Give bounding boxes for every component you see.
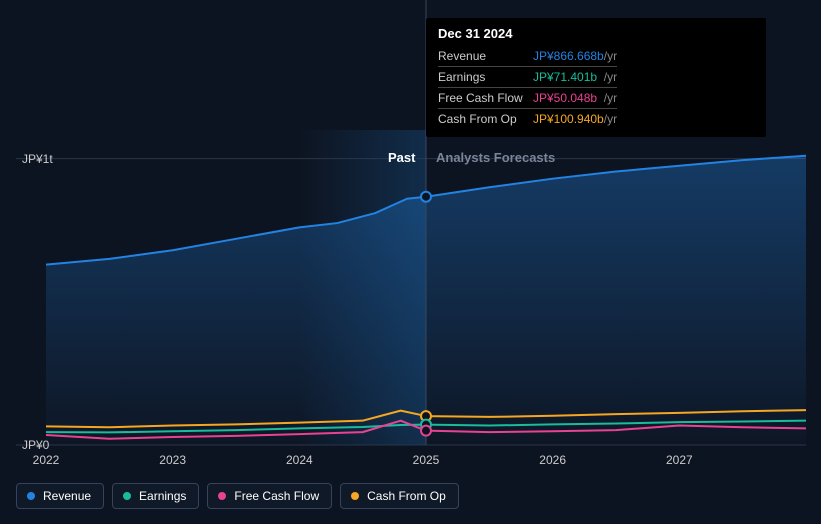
tooltip-row: Revenue JP¥866.668b /yr xyxy=(438,46,617,67)
legend-item-revenue[interactable]: Revenue xyxy=(16,483,104,509)
legend-item-earnings[interactable]: Earnings xyxy=(112,483,199,509)
legend: Revenue Earnings Free Cash Flow Cash Fro… xyxy=(16,483,459,509)
legend-label: Free Cash Flow xyxy=(234,489,319,503)
legend-item-cash-from-op[interactable]: Cash From Op xyxy=(340,483,459,509)
tooltip-metric-label: Cash From Op xyxy=(438,109,533,130)
tooltip-row: Free Cash Flow JP¥50.048b /yr xyxy=(438,88,617,109)
legend-dot-icon xyxy=(27,492,35,500)
legend-dot-icon xyxy=(351,492,359,500)
legend-dot-icon xyxy=(218,492,226,500)
tooltip-metric-value: JP¥71.401b xyxy=(533,67,604,88)
x-axis-tick-label: 2022 xyxy=(33,453,60,467)
y-axis-tick-label: JP¥1t xyxy=(22,152,53,166)
tooltip-metric-suffix: /yr xyxy=(604,109,617,130)
tooltip-metric-label: Revenue xyxy=(438,46,533,67)
x-axis-tick-label: 2026 xyxy=(539,453,566,467)
tooltip-date: Dec 31 2024 xyxy=(438,26,754,41)
legend-label: Revenue xyxy=(43,489,91,503)
tooltip-metric-value: JP¥866.668b xyxy=(533,46,604,67)
x-axis-tick-label: 2027 xyxy=(666,453,693,467)
x-axis-tick-label: 2024 xyxy=(286,453,313,467)
legend-label: Cash From Op xyxy=(367,489,446,503)
tooltip-metric-label: Free Cash Flow xyxy=(438,88,533,109)
tooltip-metric-suffix: /yr xyxy=(604,88,617,109)
legend-item-free-cash-flow[interactable]: Free Cash Flow xyxy=(207,483,332,509)
tooltip-row: Earnings JP¥71.401b /yr xyxy=(438,67,617,88)
tooltip-metric-value: JP¥100.940b xyxy=(533,109,604,130)
y-axis-tick-label: JP¥0 xyxy=(22,438,49,452)
x-axis-tick-label: 2025 xyxy=(413,453,440,467)
hover-tooltip: Dec 31 2024 Revenue JP¥866.668b /yr Earn… xyxy=(426,18,766,137)
tooltip-row: Cash From Op JP¥100.940b /yr xyxy=(438,109,617,130)
forecast-section-label: Analysts Forecasts xyxy=(436,150,555,165)
tooltip-metric-suffix: /yr xyxy=(604,46,617,67)
tooltip-metric-value: JP¥50.048b xyxy=(533,88,604,109)
tooltip-metric-label: Earnings xyxy=(438,67,533,88)
past-section-label: Past xyxy=(388,150,415,165)
legend-dot-icon xyxy=(123,492,131,500)
legend-label: Earnings xyxy=(139,489,186,503)
tooltip-metric-suffix: /yr xyxy=(604,67,617,88)
x-axis-tick-label: 2023 xyxy=(159,453,186,467)
